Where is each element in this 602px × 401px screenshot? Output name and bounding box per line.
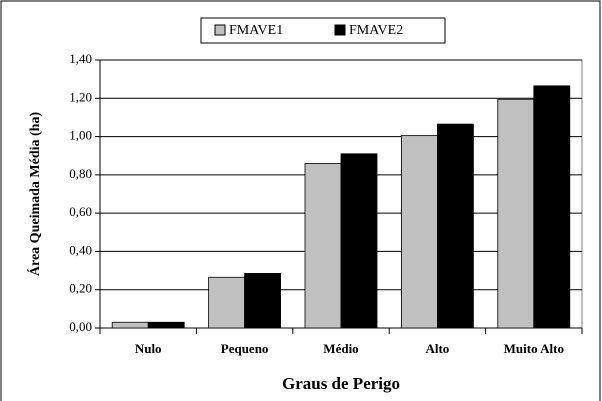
- y-tick-label: 0,40: [69, 242, 92, 257]
- bar: [340, 153, 378, 329]
- bar: [147, 321, 185, 329]
- bar: [111, 321, 149, 329]
- x-tick-label: Muito Alto: [504, 341, 564, 356]
- y-tick-label: 0,80: [69, 166, 92, 181]
- y-tick-label: 1,00: [69, 128, 92, 143]
- legend-label: FMAVE1: [229, 23, 283, 38]
- bar: [244, 273, 282, 329]
- x-axis-label: Graus de Perigo: [282, 374, 400, 393]
- legend-swatch: [214, 24, 226, 36]
- bar: [304, 162, 342, 329]
- y-axis-label: Área Queimada Média (ha): [26, 112, 43, 277]
- bar: [400, 135, 438, 329]
- legend-swatch: [334, 24, 346, 36]
- x-tick-label: Alto: [425, 341, 449, 356]
- bar: [208, 276, 246, 329]
- legend-label: FMAVE2: [349, 23, 403, 38]
- bar: [533, 85, 571, 329]
- bar: [497, 98, 535, 329]
- y-tick-label: 0,00: [69, 319, 92, 334]
- x-tick-label: Médio: [323, 341, 358, 356]
- legend-box: [200, 17, 446, 44]
- y-tick-label: 0,60: [69, 204, 92, 219]
- y-tick-label: 1,20: [69, 89, 92, 104]
- y-tick-label: 0,20: [69, 281, 92, 296]
- y-tick-label: 1,40: [69, 51, 92, 66]
- x-tick-label: Pequeno: [221, 341, 269, 356]
- bar: [436, 123, 474, 329]
- x-tick-label: Nulo: [135, 341, 162, 356]
